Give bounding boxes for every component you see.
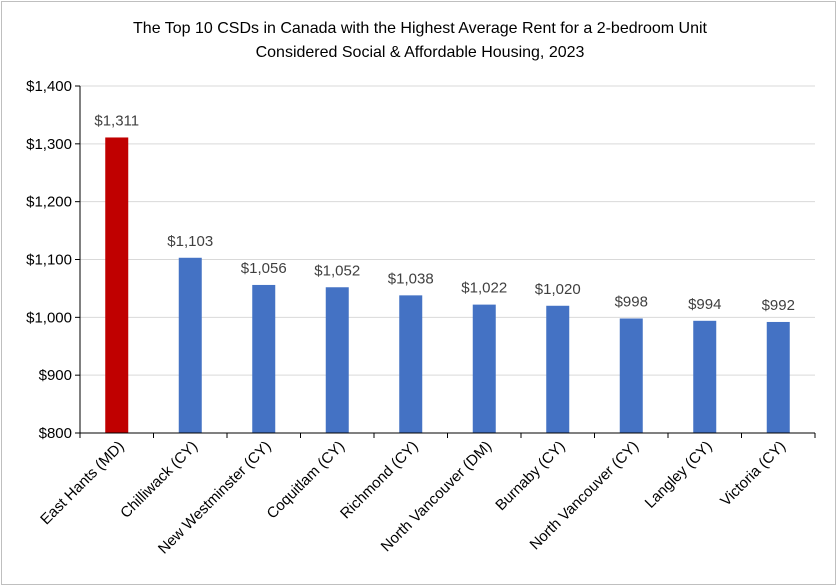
x-tick-label: Victoria (CY): [717, 438, 789, 510]
bar: [619, 318, 643, 433]
bar: [693, 320, 717, 433]
y-tick-label: $1,100: [26, 252, 72, 269]
data-label: $1,311: [94, 112, 139, 129]
data-label: $998: [615, 293, 648, 310]
y-tick-label: $900: [39, 367, 72, 384]
y-tick-label: $1,200: [26, 194, 72, 211]
gridlines: [80, 85, 815, 376]
bar: [325, 287, 349, 433]
bar: [766, 321, 790, 433]
x-axis: East Hants (MD)Chilliwack (CY)New Westmi…: [37, 432, 816, 557]
data-label: $1,038: [388, 270, 434, 287]
data-label: $992: [762, 297, 795, 314]
bar: [105, 137, 129, 433]
y-tick-label: $1,000: [26, 309, 72, 326]
y-tick-label: $1,400: [26, 78, 72, 95]
data-label: $994: [688, 296, 721, 313]
x-tick-label: Burnaby (CY): [492, 438, 568, 514]
x-tick-label: Langley (CY): [642, 438, 716, 512]
bar: [546, 305, 570, 433]
bar: [472, 304, 496, 433]
data-label: $1,022: [461, 280, 507, 297]
data-label: $1,052: [314, 262, 360, 279]
x-tick-label: East Hants (MD): [37, 438, 127, 528]
y-tick-label: $800: [39, 425, 72, 442]
y-axis: $800 $900 $1,000 $1,100 $1,200 $1,300 $1,400: [26, 78, 81, 442]
chart-title-line-2: Considered Social & Affordable Housing, …: [256, 44, 585, 61]
y-tick-label: $1,300: [26, 136, 72, 153]
bar: [399, 295, 423, 433]
data-label: $1,103: [167, 233, 213, 250]
data-labels: $1,311 $1,103 $1,056 $1,052 $1,038 $1,022 $1,0…: [94, 112, 795, 313]
bars: [105, 137, 790, 433]
data-label: $1,020: [535, 281, 581, 298]
x-tick-label: Chilliwack (CY): [117, 438, 201, 522]
x-tick-label: Richmond (CY): [337, 438, 422, 523]
chart-title-line-1: The Top 10 CSDs in Canada with the Highe…: [133, 20, 708, 37]
x-tick-label: Coquitlam (CY): [264, 438, 349, 523]
bar: [178, 257, 202, 433]
bar: [252, 284, 276, 433]
data-label: $1,056: [241, 260, 287, 277]
